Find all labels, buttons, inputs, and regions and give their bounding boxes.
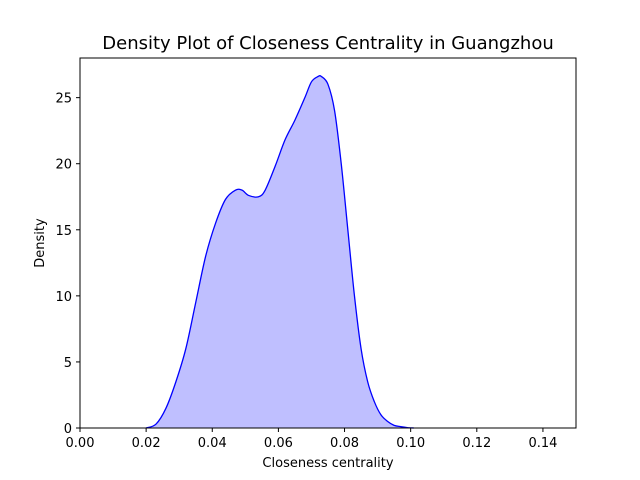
- x-tick-label: 0.12: [462, 436, 491, 451]
- density-line: [145, 75, 415, 429]
- x-tick-label: 0.10: [396, 436, 425, 451]
- x-axis-label: Closeness centrality: [262, 456, 393, 471]
- y-axis-label: Density: [33, 218, 48, 268]
- y-tick-label: 20: [55, 158, 72, 173]
- y-tick-label: 10: [55, 290, 72, 305]
- x-tick-label: 0.08: [330, 436, 359, 451]
- chart-title: Density Plot of Closeness Centrality in …: [102, 33, 553, 54]
- x-axis: 0.00 0.02 0.04 0.06 0.08 0.10 0.12 0.14: [66, 428, 557, 451]
- y-tick-label: 15: [55, 224, 72, 239]
- x-tick-label: 0.02: [132, 436, 161, 451]
- x-tick-label: 0.00: [66, 436, 95, 451]
- y-tick-label: 0: [64, 422, 72, 437]
- density-area: [146, 75, 414, 429]
- y-tick-label: 5: [64, 356, 72, 371]
- plot-area: [79, 57, 577, 429]
- x-tick-label: 0.14: [528, 436, 557, 451]
- x-tick-label: 0.06: [264, 436, 293, 451]
- y-tick-label: 25: [55, 92, 72, 107]
- axes-frame: [79, 57, 577, 429]
- y-axis: 0 5 10 15 20 25: [55, 92, 80, 437]
- x-tick-label: 0.04: [198, 436, 227, 451]
